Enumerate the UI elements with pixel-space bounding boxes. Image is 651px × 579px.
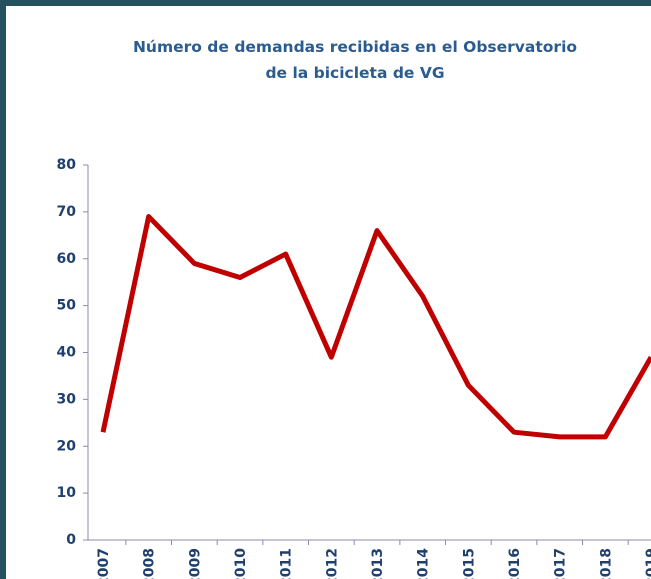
x-tick-label: 2011 <box>279 548 295 579</box>
x-tick-label: 2010 <box>233 548 249 579</box>
y-tick-label: 50 <box>57 298 77 314</box>
y-tick-label: 80 <box>57 157 77 173</box>
y-tick-label: 10 <box>57 485 77 501</box>
y-tick-label: 40 <box>57 345 77 361</box>
x-tick-label: 2017 <box>553 548 569 579</box>
chart-title: Número de demandas recibidas en el Obser… <box>133 38 577 56</box>
x-tick-label: 2012 <box>324 548 340 579</box>
y-tick-label: 60 <box>57 251 77 267</box>
x-tick-label: 2007 <box>96 548 112 579</box>
x-tick-label: 2015 <box>461 548 477 579</box>
x-tick-label: 2013 <box>370 548 386 579</box>
y-tick-label: 0 <box>66 532 76 548</box>
x-tick-label: 2019 <box>644 548 651 579</box>
data-line <box>100 214 651 440</box>
x-tick-label: 2016 <box>507 548 523 579</box>
x-tick-label: 2009 <box>187 548 203 579</box>
y-tick-label: 30 <box>57 391 77 407</box>
x-tick-label: 2018 <box>598 548 614 579</box>
x-tick-label: 2008 <box>142 548 158 579</box>
chart-title: de la bicicleta de VG <box>265 64 444 82</box>
x-tick-label: 2014 <box>416 548 432 579</box>
y-tick-label: 70 <box>57 204 77 220</box>
y-tick-label: 20 <box>57 438 77 454</box>
